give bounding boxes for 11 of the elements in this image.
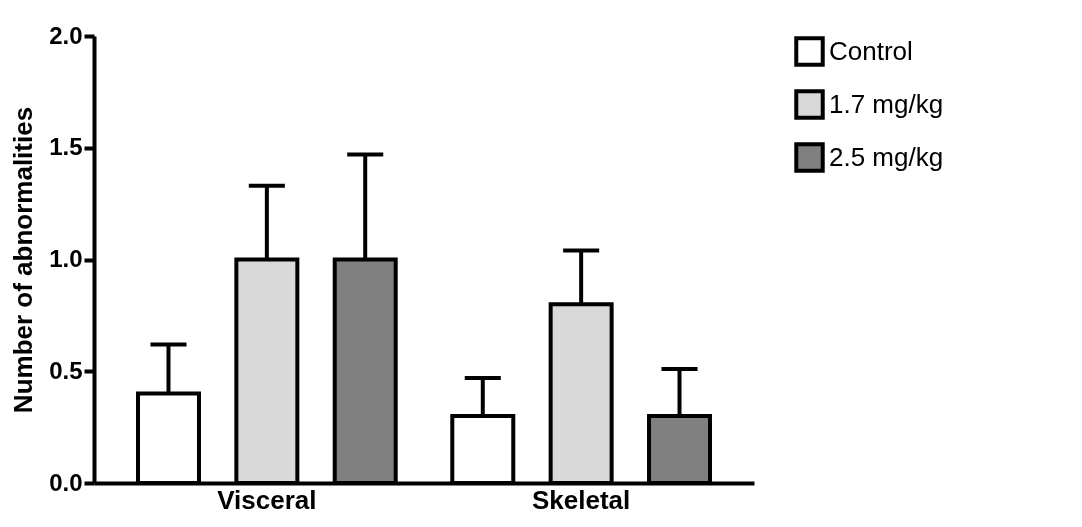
legend-label: Control <box>829 35 913 66</box>
legend-label: 1.7 mg/kg <box>829 88 944 119</box>
y-tick-label: 2.0 <box>49 21 83 49</box>
y-tick-label: 0.0 <box>49 468 83 496</box>
y-tick-label: 1.0 <box>49 245 83 272</box>
y-axis-title: Number of abnormalities <box>8 106 39 414</box>
legend-label: 2.5 mg/kg <box>829 141 944 172</box>
y-tick-label: 1.5 <box>49 133 83 161</box>
x-tick-label: Skeletal <box>531 484 631 515</box>
x-tick-label: Visceral <box>217 484 317 515</box>
y-tick-label: 0.5 <box>49 356 83 384</box>
